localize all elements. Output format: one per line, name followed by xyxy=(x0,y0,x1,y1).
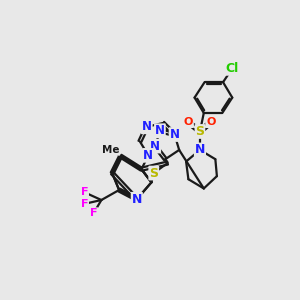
Text: F: F xyxy=(81,187,88,197)
Text: N: N xyxy=(142,120,152,134)
Text: N: N xyxy=(155,124,165,137)
Text: Cl: Cl xyxy=(226,62,239,75)
Text: N: N xyxy=(132,193,142,206)
Text: S: S xyxy=(196,125,205,138)
Text: Me: Me xyxy=(102,145,119,155)
Text: N: N xyxy=(150,140,160,153)
Text: F: F xyxy=(81,199,88,209)
Text: N: N xyxy=(143,149,153,162)
Text: F: F xyxy=(90,208,98,218)
Text: O: O xyxy=(206,117,215,127)
Text: O: O xyxy=(184,117,193,127)
Text: N: N xyxy=(169,128,179,141)
Text: N: N xyxy=(195,143,205,157)
Text: S: S xyxy=(149,167,158,180)
